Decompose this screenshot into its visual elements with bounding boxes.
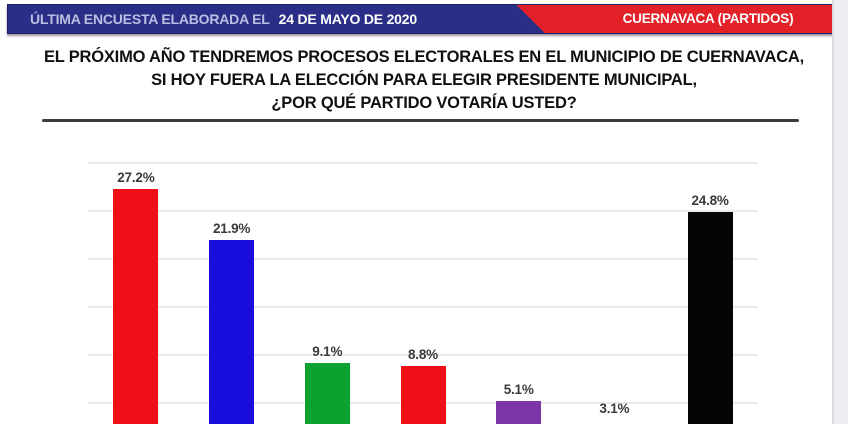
bar-3 — [304, 362, 350, 424]
bar-value-label: 24.8% — [691, 193, 729, 209]
bar-1 — [113, 189, 159, 424]
bar-4 — [400, 365, 446, 424]
bar-5 — [496, 401, 542, 424]
bar-value-label: 5.1% — [503, 382, 534, 398]
title-underline — [42, 119, 799, 122]
bar-7 — [687, 212, 733, 424]
bar-value-label: 8.8% — [408, 346, 438, 362]
survey-question-line-3: ¿POR QUÉ PARTIDO VOTARÍA USTED? — [271, 94, 577, 112]
gridline — [88, 162, 758, 165]
survey-question-line-1: EL PRÓXIMO AÑO TENDREMOS PROCESOS ELECTO… — [43, 48, 805, 66]
page-edge-line — [832, 0, 834, 424]
bar-value-label: 21.9% — [212, 221, 251, 236]
banner-date-value: 24 DE MAYO DE 2020 — [278, 11, 417, 27]
survey-question-title: EL PRÓXIMO AÑO TENDREMOS PROCESOS ELECTO… — [0, 46, 848, 115]
gridline — [88, 354, 758, 357]
bar-value-label: 9.1% — [312, 343, 343, 359]
banner-survey-date: ÚLTIMA ENCUESTA ELABORADA EL 24 DE MAYO D… — [30, 5, 417, 33]
banner-date-prefix: ÚLTIMA ENCUESTA ELABORADA EL — [30, 11, 270, 27]
gridline — [88, 210, 758, 213]
banner-red-segment — [516, 5, 835, 33]
gridline — [88, 258, 758, 261]
gridline — [88, 306, 758, 309]
top-banner: ÚLTIMA ENCUESTA ELABORADA EL 24 DE MAYO D… — [7, 4, 836, 34]
bar-value-label: 27.2% — [117, 170, 155, 186]
survey-question-line-2: SI HOY FUERA LA ELECCIÓN PARA ELEGIR PRE… — [151, 71, 697, 89]
banner-region-label: CUERNAVACA (PARTIDOS) — [622, 11, 794, 26]
bar-2 — [209, 240, 255, 424]
bar-value-label: 3.1% — [599, 401, 630, 417]
page-edge-strip — [834, 0, 848, 424]
